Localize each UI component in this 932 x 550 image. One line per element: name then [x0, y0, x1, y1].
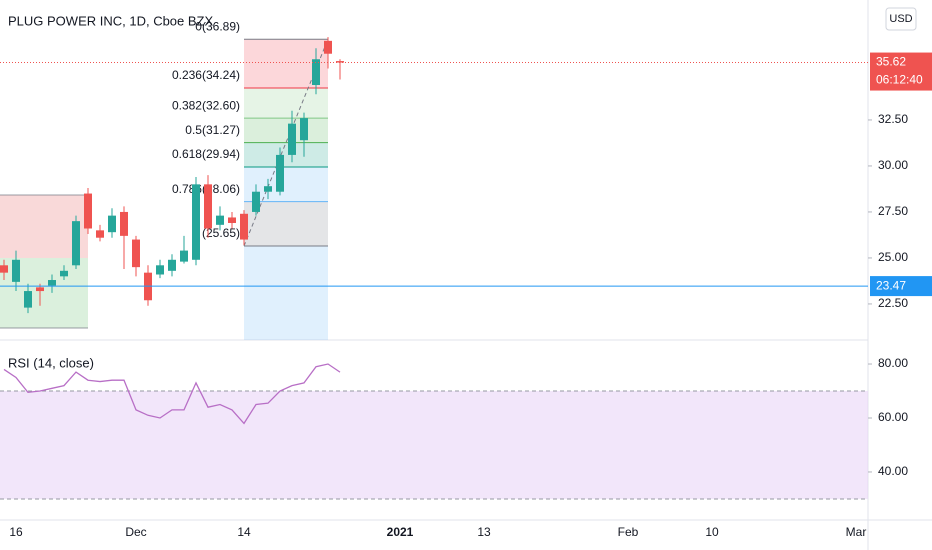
candle-body — [312, 59, 320, 85]
candle-body — [96, 230, 104, 238]
fib-label: 0.5(31.27) — [185, 123, 240, 137]
hline-label: 23.47 — [876, 278, 906, 292]
candle-body — [132, 239, 140, 268]
candle-body — [288, 123, 296, 155]
candle-body — [240, 213, 248, 240]
currency-label[interactable]: USD — [889, 13, 912, 25]
fib-label: 0.618(29.94) — [172, 147, 240, 161]
candle-body — [60, 270, 68, 277]
y-tick-label: 22.50 — [878, 296, 908, 310]
candle-body — [228, 217, 236, 223]
candle-body — [108, 215, 116, 233]
candle-body — [120, 211, 128, 236]
fib-label: 0.382(32.60) — [172, 98, 240, 112]
rsi-band — [0, 391, 868, 499]
x-tick-label: 13 — [477, 525, 491, 539]
last-price-label: 35.62 — [876, 55, 906, 69]
x-tick-label: 2021 — [387, 525, 414, 539]
rsi-y-tick-label: 40.00 — [878, 464, 908, 478]
rsi-title: RSI (14, close) — [8, 355, 94, 370]
plot: 0(36.89) 0.236(34.24) 0.382(32.60) 0.5(31.2… — [0, 19, 932, 539]
fib-band — [244, 142, 328, 168]
x-tick-label: Mar — [846, 525, 867, 539]
fib-band — [244, 87, 328, 119]
candle-body — [192, 184, 200, 260]
x-tick-label: 10 — [705, 525, 719, 539]
x-tick-label: Feb — [618, 525, 639, 539]
candle-body — [336, 61, 344, 63]
hline-label-box — [870, 276, 932, 297]
candle-body — [0, 265, 8, 273]
candle-body — [324, 40, 332, 54]
x-tick-label: 14 — [237, 525, 251, 539]
candle-body — [204, 184, 212, 229]
x-tick-label: Dec — [125, 525, 146, 539]
x-tick-label: 16 — [9, 525, 23, 539]
rsi-y-tick-label: 80.00 — [878, 356, 908, 370]
candle-body — [72, 221, 80, 266]
candle-body — [180, 250, 188, 262]
countdown-label: 06:12:40 — [876, 73, 923, 87]
fib-label: (25.65) — [202, 226, 240, 240]
candle-body — [84, 193, 92, 229]
candle-body — [264, 186, 272, 192]
fib-extension — [244, 245, 328, 340]
currency-button[interactable] — [885, 7, 917, 31]
rsi-y-tick-label: 60.00 — [878, 410, 908, 424]
chart-title: PLUG POWER INC, 1D, Cboe BZX — [8, 13, 213, 28]
fib-label: 0(36.89) — [195, 19, 240, 33]
candle-body — [168, 259, 176, 271]
fib-label: 0.236(34.24) — [172, 68, 240, 82]
candle-body — [36, 287, 44, 292]
candle-body — [252, 191, 260, 212]
rsi-line — [3, 363, 341, 425]
y-tick-label: 32.50 — [878, 112, 908, 126]
candle-body — [300, 118, 308, 141]
candle-body — [216, 215, 224, 225]
candle-body — [48, 280, 56, 286]
candle-body — [276, 154, 284, 192]
last-price-box — [870, 52, 932, 91]
candle-body — [12, 259, 20, 282]
candle-body — [24, 291, 32, 308]
fib-band — [244, 118, 328, 143]
candle-body — [156, 265, 164, 275]
y-tick-label: 25.00 — [878, 250, 908, 264]
y-tick-label: 27.50 — [878, 204, 908, 218]
y-tick-label: 30.00 — [878, 158, 908, 172]
